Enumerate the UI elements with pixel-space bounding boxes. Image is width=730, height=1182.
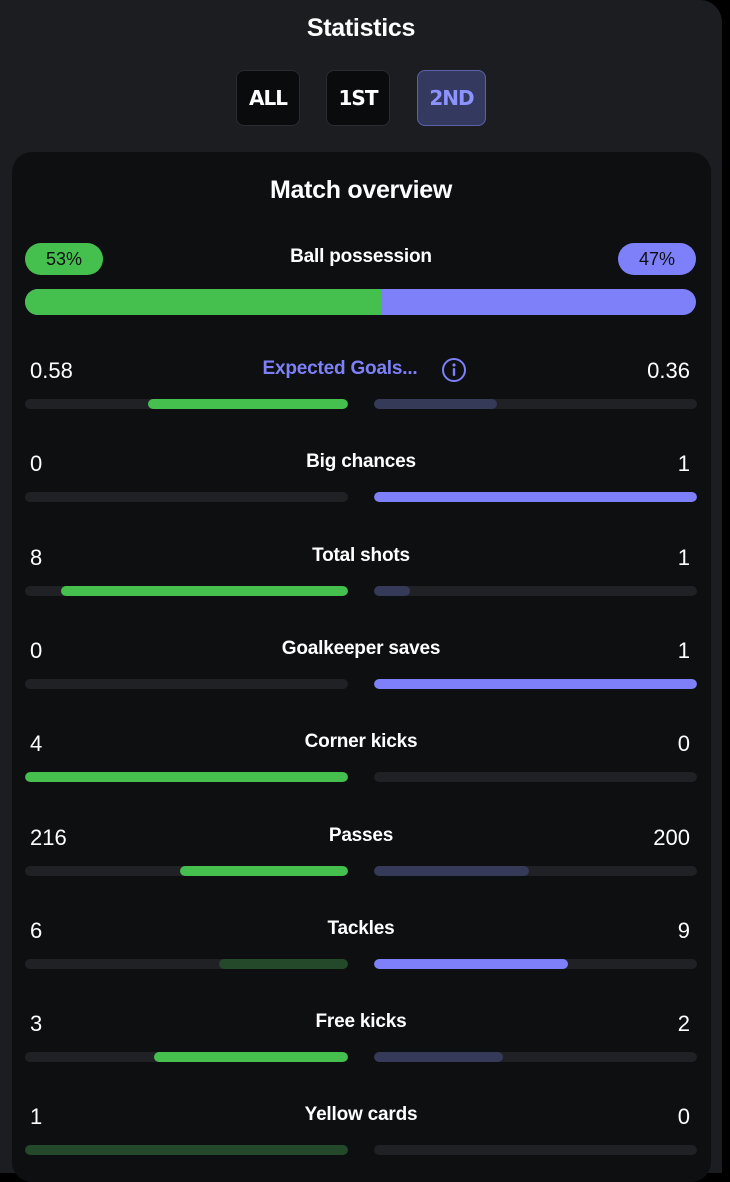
- stat-label: Corner kicks: [304, 731, 418, 752]
- home-stat-bar-fill: [180, 866, 348, 876]
- stat-row: 0 Goalkeeper saves 1: [0, 638, 722, 698]
- home-value: 4: [30, 731, 43, 756]
- home-value: 0.58: [30, 358, 73, 383]
- away-value: 1: [677, 638, 690, 663]
- stat-row: 3 Free kicks 2: [0, 1011, 722, 1071]
- home-stat-bar-fill: [25, 1145, 348, 1155]
- home-stat-bar: [25, 399, 348, 409]
- home-stat-bar: [25, 492, 348, 502]
- away-stat-bar: [374, 866, 697, 876]
- stat-label: Free kicks: [315, 1011, 407, 1032]
- stat-label: Big chances: [306, 451, 416, 472]
- away-stat-bar: [374, 586, 697, 596]
- home-stat-bar: [25, 586, 348, 596]
- away-possession-badge: 47%: [618, 243, 696, 275]
- away-stat-bar: [374, 1145, 697, 1155]
- home-value: 3: [30, 1011, 43, 1036]
- possession-bar-home-fill: [25, 289, 381, 315]
- away-value: 9: [677, 918, 690, 943]
- stat-label: Tackles: [327, 918, 395, 939]
- info-icon[interactable]: [441, 357, 467, 383]
- period-tabs: ALL 1ST 2ND: [0, 70, 722, 126]
- possession-label: Ball possession: [290, 246, 432, 267]
- stat-row: 6 Tackles 9: [0, 918, 722, 978]
- home-stat-bar: [25, 1145, 348, 1155]
- stat-row: 216 Passes 200: [0, 825, 722, 885]
- match-overview-card: [12, 152, 711, 1182]
- away-value: 1: [677, 545, 690, 570]
- home-stat-bar: [25, 679, 348, 689]
- away-stat-bar: [374, 679, 697, 689]
- away-stat-bar: [374, 399, 697, 409]
- home-value: 8: [30, 545, 43, 570]
- away-stat-bar-fill: [374, 959, 568, 969]
- home-stat-bar: [25, 1052, 348, 1062]
- possession-bar: [25, 289, 696, 315]
- away-value: 0: [677, 1104, 690, 1129]
- away-stat-bar-fill: [374, 866, 530, 876]
- home-stat-bar: [25, 959, 348, 969]
- away-stat-bar: [374, 959, 697, 969]
- away-stat-bar-fill: [374, 1052, 504, 1062]
- home-stat-bar: [25, 772, 348, 782]
- tab-all[interactable]: ALL: [236, 70, 300, 126]
- stat-label: Passes: [328, 825, 394, 846]
- tab-2nd[interactable]: 2ND: [417, 70, 486, 126]
- home-value: 1: [30, 1104, 43, 1129]
- away-value: 200: [653, 825, 690, 850]
- home-value: 0: [30, 451, 43, 476]
- page-title: Statistics: [306, 14, 416, 42]
- stat-row: 4 Corner kicks 0: [0, 731, 722, 791]
- home-stat-bar-fill: [218, 959, 348, 969]
- home-stat-bar: [25, 866, 348, 876]
- stat-row: 0.58 Expected Goals... 0.36: [0, 358, 722, 418]
- stat-row: 1 Yellow cards 0: [0, 1104, 722, 1164]
- away-stat-bar: [374, 1052, 697, 1062]
- stat-label[interactable]: Expected Goals...: [262, 358, 418, 379]
- stat-label: Goalkeeper saves: [281, 638, 441, 659]
- home-value: 0: [30, 638, 43, 663]
- away-value: 1: [677, 451, 690, 476]
- home-stat-bar-fill: [147, 399, 348, 409]
- away-value: 2: [677, 1011, 690, 1036]
- away-stat-bar-fill: [374, 586, 410, 596]
- away-stat-bar: [374, 492, 697, 502]
- away-value: 0: [677, 731, 690, 756]
- away-stat-bar-fill: [374, 679, 697, 689]
- home-value: 6: [30, 918, 43, 943]
- away-value: 0.36: [647, 358, 690, 383]
- stat-row: 8 Total shots 1: [0, 545, 722, 605]
- home-value: 216: [30, 825, 67, 850]
- home-possession-badge: 53%: [25, 243, 103, 275]
- home-stat-bar-fill: [60, 586, 348, 596]
- match-overview-title: Match overview: [270, 176, 452, 204]
- away-stat-bar-fill: [374, 399, 497, 409]
- home-stat-bar-fill: [25, 772, 348, 782]
- away-stat-bar: [374, 772, 697, 782]
- tab-1st[interactable]: 1ST: [326, 70, 390, 126]
- stat-label: Yellow cards: [304, 1104, 418, 1125]
- stat-row: 0 Big chances 1: [0, 451, 722, 511]
- home-stat-bar-fill: [154, 1052, 348, 1062]
- stat-label: Total shots: [312, 545, 410, 566]
- away-stat-bar-fill: [374, 492, 697, 502]
